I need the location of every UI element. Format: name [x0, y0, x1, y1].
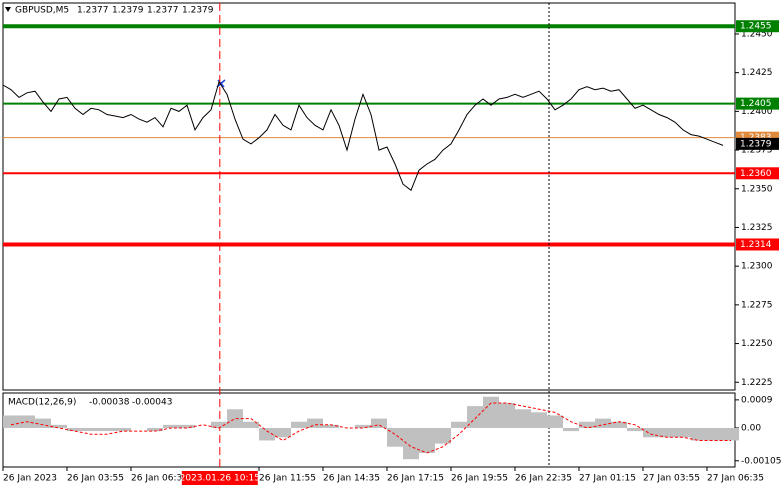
y-tick-label: 1.2425	[741, 68, 773, 78]
ohlc-value: 1.2379	[112, 6, 144, 16]
level-label: 1.2314	[740, 240, 772, 250]
level-tag	[736, 20, 779, 33]
ohlc-value: 1.2379	[182, 6, 214, 16]
level-label: 1.2405	[740, 99, 772, 109]
histogram-bar	[163, 424, 179, 428]
y-tick-label: 1.2250	[741, 339, 773, 349]
level-label: 1.2360	[740, 169, 772, 179]
y-tick-label: 1.2225	[741, 378, 773, 388]
collapse-icon	[5, 7, 11, 12]
current-price-label: 1.2379	[740, 139, 772, 149]
histogram-bar	[723, 427, 739, 441]
histogram-bar	[67, 427, 83, 432]
symbol: GBPUSD,M5	[15, 6, 69, 16]
histogram-bar	[211, 421, 227, 428]
y-tick-label: 0.0009	[741, 395, 773, 405]
macd-readout: -0.00043	[132, 398, 172, 408]
histogram-bar	[83, 427, 99, 432]
histogram-bar	[291, 421, 307, 428]
histogram-bar	[259, 427, 275, 441]
ohlc-value: 1.2377	[147, 6, 179, 16]
histogram-bar	[403, 427, 419, 460]
x-tick-label: 27 Jan 01:15	[579, 474, 636, 484]
histogram-bar	[3, 415, 19, 428]
y-tick-label: 1.2325	[741, 223, 773, 233]
histogram-bar	[435, 427, 451, 444]
histogram-bar	[707, 427, 723, 441]
y-tick-label: 1.2350	[741, 184, 773, 194]
histogram-bar	[515, 409, 531, 428]
histogram-bar	[531, 412, 547, 428]
histogram-bar	[419, 427, 435, 453]
histogram-bar	[51, 424, 67, 428]
histogram-bar	[467, 406, 483, 428]
histogram-bar	[307, 418, 323, 428]
y-tick-label: -0.00105	[741, 456, 781, 466]
x-tick-label: 26 Jan 11:55	[259, 474, 316, 484]
x-tick-label: 26 Jan 2023	[3, 474, 57, 484]
y-tick-label: 1.2450	[741, 29, 773, 39]
histogram-bar	[451, 421, 467, 428]
crosshair-tag	[181, 471, 258, 485]
histogram-bar	[675, 427, 691, 438]
x-tick-label: 26 Jan 19:55	[451, 474, 508, 484]
x-tick-label: 26 Jan 22:35	[515, 474, 572, 484]
level-tag	[736, 167, 779, 180]
x-tick-label: 26 Jan 17:15	[387, 474, 444, 484]
histogram-bar	[499, 402, 515, 428]
histogram-bar	[483, 396, 499, 428]
histogram-bar	[243, 421, 259, 428]
level-label: 1.2455	[740, 22, 772, 32]
y-tick-label: 1.2275	[741, 300, 773, 310]
level-tag	[736, 238, 779, 251]
histogram-bar	[323, 424, 339, 428]
signal-line	[10, 402, 731, 454]
y-tick-label: 1.2375	[741, 146, 773, 156]
current-price-tag	[736, 137, 779, 150]
histogram-bar	[691, 427, 707, 441]
histogram-bar	[387, 427, 403, 447]
histogram-bar	[227, 409, 243, 428]
histogram-bar	[99, 427, 115, 432]
histogram-bar	[355, 424, 371, 428]
histogram-bar	[627, 427, 643, 432]
histogram-bar	[115, 427, 131, 432]
price-line	[2, 80, 724, 192]
histogram-bar	[275, 427, 291, 438]
x-tick-label: 26 Jan 03:55	[67, 474, 124, 484]
y-tick-label: 1.2400	[741, 107, 773, 117]
x-tick-label: 27 Jan 06:35	[707, 474, 764, 484]
histogram-bar	[563, 427, 579, 432]
x-tick-label: 27 Jan 03:55	[643, 474, 700, 484]
x-tick-label: 26 Jan 14:35	[323, 474, 380, 484]
histogram-bar	[595, 418, 611, 428]
crosshair-label: 2023.01.26 10:15	[180, 474, 260, 484]
ohlc-value: 1.2377	[77, 6, 109, 16]
histogram-bar	[35, 418, 51, 428]
macd-readout: -0.00038	[89, 398, 130, 408]
main-panel	[2, 2, 736, 391]
histogram-bar	[659, 427, 675, 438]
histogram-bar	[371, 418, 387, 428]
histogram-bar	[547, 415, 563, 428]
y-tick-label: 1.2300	[741, 262, 773, 272]
y-tick-label: 0.00	[741, 423, 761, 433]
histogram-bar	[611, 421, 627, 428]
histogram-bar	[179, 424, 195, 428]
histogram-bar	[579, 421, 595, 428]
x-tick-label: 26 Jan 06:35	[131, 474, 188, 484]
level-tag	[736, 97, 779, 110]
histogram-bar	[643, 427, 659, 438]
histogram-bar	[147, 427, 163, 432]
macd-title: MACD(12,26,9)	[8, 398, 76, 408]
